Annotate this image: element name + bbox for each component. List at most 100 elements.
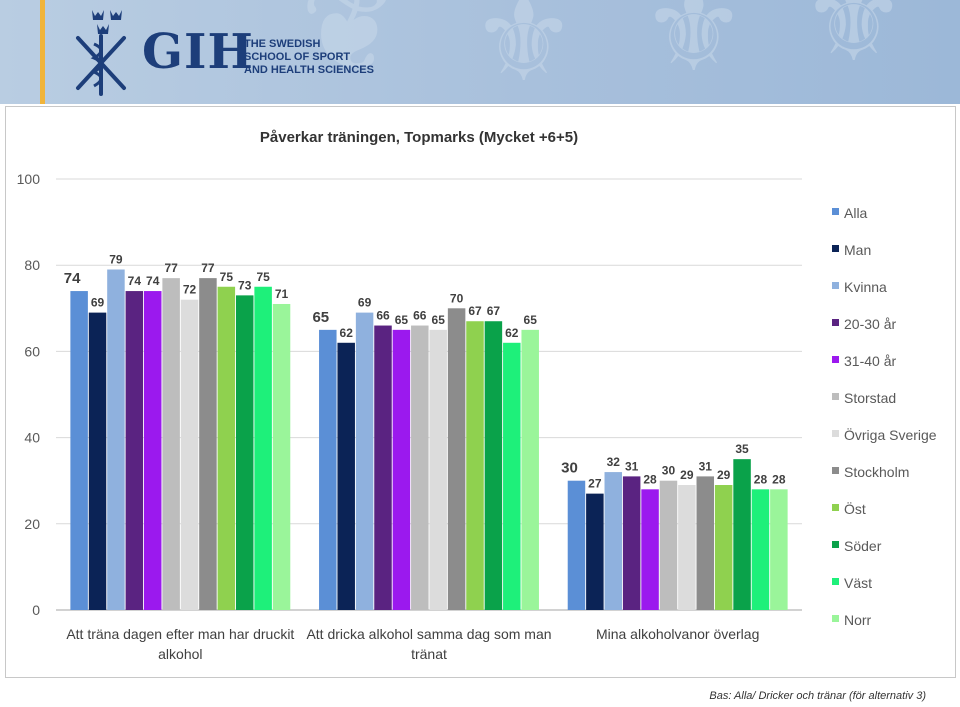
legend-label: Övriga Sverige: [844, 426, 937, 443]
legend-label: Norr: [844, 612, 872, 628]
legend-label: Söder: [844, 538, 882, 554]
bar: [447, 308, 466, 610]
legend-label: Väst: [844, 575, 872, 591]
data-label: 30: [662, 464, 676, 478]
legend-swatch: [832, 504, 839, 511]
data-label: 29: [717, 468, 731, 482]
legend-label: Alla: [844, 205, 868, 221]
x-category-label: Att dricka alkohol samma dag som man: [306, 626, 551, 642]
brand-logo-text: GIH: [142, 24, 254, 80]
bar: [107, 269, 125, 610]
legend-label: Stockholm: [844, 464, 909, 480]
legend-swatch: [832, 282, 839, 289]
bar: [392, 329, 411, 610]
legend-swatch: [832, 578, 839, 585]
bar: [429, 329, 447, 610]
x-category-label: Mina alkoholvanor överlag: [596, 626, 759, 642]
bar: [70, 291, 88, 610]
decorative-fleur-shape: ⚜: [470, 0, 578, 104]
bar: [751, 489, 770, 610]
data-label: 32: [607, 455, 621, 469]
bar: [235, 295, 254, 610]
data-label: 69: [358, 296, 372, 310]
legend-label: Man: [844, 242, 871, 258]
data-label: 28: [772, 472, 786, 486]
bar: [641, 489, 659, 610]
chart-title: Påverkar träningen, Topmarks (Mycket +6+…: [260, 129, 578, 146]
data-label: 77: [201, 261, 215, 275]
data-label: 67: [487, 304, 501, 318]
bar: [411, 325, 429, 610]
bar: [733, 459, 751, 610]
decorative-fleur-shape: ⚜: [640, 0, 748, 99]
bar-chart: Påverkar träningen, Topmarks (Mycket +6+…: [17, 129, 937, 662]
y-tick-label: 20: [24, 516, 40, 532]
data-label: 28: [643, 472, 657, 486]
bar: [622, 476, 641, 610]
legend-label: Öst: [844, 500, 866, 517]
data-label: 65: [395, 313, 409, 327]
bar: [337, 342, 355, 610]
bar: [162, 278, 180, 610]
data-label: 74: [146, 274, 160, 288]
data-label: 62: [340, 326, 354, 340]
data-label: 29: [680, 468, 694, 482]
brand-tagline-line: SCHOOL OF SPORT: [244, 51, 351, 63]
data-label: 75: [256, 270, 270, 284]
legend-label: 20-30 år: [844, 316, 896, 332]
decorative-crown-shape: ❦: [300, 0, 401, 99]
bar: [484, 321, 503, 610]
data-label: 72: [183, 283, 197, 297]
data-label: 69: [91, 296, 105, 310]
bar: [586, 493, 604, 610]
bar: [125, 291, 144, 610]
data-label: 66: [376, 309, 390, 323]
x-category-label: Att träna dagen efter man har druckit: [66, 626, 294, 642]
legend-label: Kvinna: [844, 279, 887, 295]
brand-tagline-line: AND HEALTH SCIENCES: [244, 64, 374, 76]
data-label: 73: [238, 278, 252, 292]
data-label: 30: [561, 460, 578, 477]
bar: [254, 286, 272, 610]
data-label: 74: [128, 274, 142, 288]
data-label: 65: [524, 313, 538, 327]
bar: [567, 480, 586, 610]
bar: [466, 321, 484, 610]
bar: [604, 472, 623, 610]
legend-swatch: [832, 393, 839, 400]
data-label: 77: [164, 261, 178, 275]
bar: [770, 489, 788, 610]
legend-swatch: [832, 208, 839, 215]
bar: [88, 312, 107, 610]
y-tick-label: 0: [32, 602, 40, 618]
bar: [659, 480, 678, 610]
legend-swatch: [832, 319, 839, 326]
data-label: 62: [505, 326, 519, 340]
bar: [272, 303, 291, 610]
data-label: 27: [588, 477, 602, 491]
legend-swatch: [832, 467, 839, 474]
y-tick-label: 80: [24, 257, 40, 273]
data-label: 71: [275, 287, 289, 301]
bar: [521, 329, 539, 610]
bar: [374, 325, 392, 610]
data-label: 75: [220, 270, 234, 284]
bar: [143, 291, 162, 610]
data-label: 65: [432, 313, 446, 327]
gih-crest-icon: [76, 10, 126, 96]
legend-swatch: [832, 430, 839, 437]
data-label: 65: [312, 309, 329, 326]
data-label: 74: [64, 270, 81, 287]
bar: [714, 485, 733, 610]
legend-label: 31-40 år: [844, 353, 896, 369]
legend-swatch: [832, 245, 839, 252]
data-label: 31: [699, 459, 713, 473]
data-label: 70: [450, 291, 464, 305]
data-label: 66: [413, 309, 427, 323]
bar: [503, 342, 521, 610]
bar: [355, 312, 374, 610]
bar: [696, 476, 715, 610]
header-banner: ❦ ⚜ ⚜ ⚜ GIH THE SWEDISH SCHOOL OF SPORT …: [0, 0, 960, 104]
bar: [180, 299, 199, 610]
brand-tagline: THE SWEDISH SCHOOL OF SPORT AND HEALTH S…: [244, 38, 374, 77]
